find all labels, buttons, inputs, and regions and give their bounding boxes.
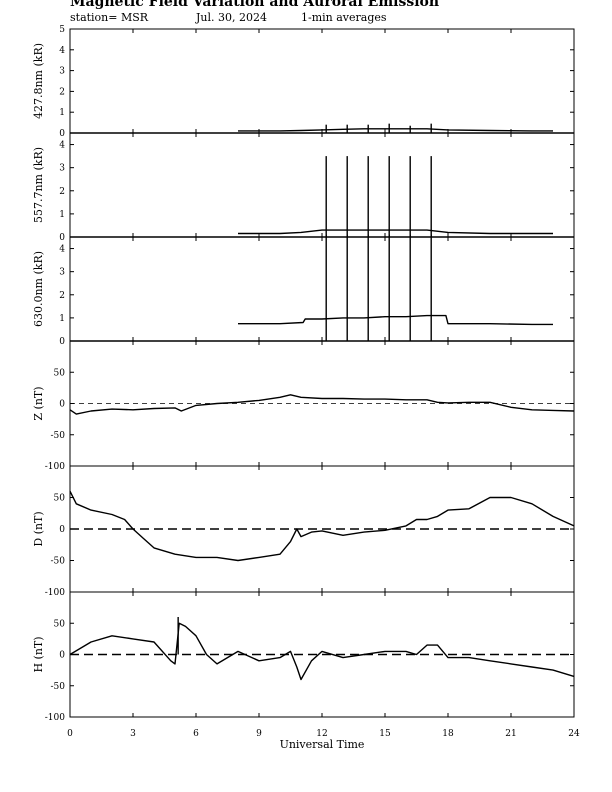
y-axis-label-z: Z (nT): [32, 386, 45, 420]
y-tick-label-427-8nm: 0: [59, 129, 65, 139]
y-tick-label-557-7nm: 1: [59, 210, 65, 220]
x-tick-label: 9: [256, 729, 262, 739]
y-axis-label-d: D (nT): [32, 511, 45, 546]
y-tick-label-z: -50: [51, 431, 66, 441]
y-axis-label-427-8nm: 427.8nm (kR): [32, 43, 45, 119]
averaging-label: 1-min averages: [301, 11, 387, 24]
y-tick-label-630-0nm: 0: [59, 337, 65, 347]
y-tick-label-h: 0: [59, 651, 65, 661]
series-line-557-7nm: [238, 229, 553, 235]
y-tick-label-427-8nm: 3: [59, 67, 65, 77]
series-line-d: [69, 490, 575, 562]
date-label: Jul. 30, 2024: [196, 11, 267, 24]
x-tick-label: 6: [193, 729, 199, 739]
station-label: station= MSR: [70, 11, 149, 24]
y-tick-label-427-8nm: 5: [59, 25, 65, 35]
x-tick-label: 12: [316, 729, 327, 739]
x-tick-label: 21: [505, 729, 516, 739]
x-axis-label: Universal Time: [280, 738, 365, 751]
chart-title: Magnetic Field Variation and Auroral Emi…: [70, 0, 440, 10]
x-tick-label: 3: [130, 729, 136, 739]
y-tick-label-427-8nm: 1: [59, 108, 65, 118]
y-tick-label-630-0nm: 2: [59, 291, 65, 301]
y-axis-label-557-7nm: 557.7nm (kR): [32, 147, 45, 223]
y-tick-label-630-0nm: 1: [59, 314, 65, 324]
y-tick-label-z: -100: [45, 462, 65, 472]
x-tick-label: 0: [67, 729, 73, 739]
y-tick-label-427-8nm: 2: [59, 87, 65, 97]
x-tick-label: 18: [442, 729, 454, 739]
y-tick-label-557-7nm: 2: [59, 187, 65, 197]
y-tick-label-d: -100: [45, 588, 65, 598]
y-axis-label-630-0nm: 630.0nm (kR): [32, 251, 45, 327]
y-tick-label-427-8nm: 4: [59, 46, 65, 56]
y-tick-label-557-7nm: 0: [59, 233, 65, 243]
x-tick-label: 15: [379, 729, 391, 739]
y-tick-label-557-7nm: 4: [59, 141, 65, 151]
series-line-427-8nm: [238, 128, 553, 132]
panel-frame-630-0nm: [69, 236, 575, 342]
series-line-630-0nm: [238, 314, 553, 326]
y-tick-label-630-0nm: 3: [59, 268, 65, 278]
panel-frame-557-7nm: [69, 132, 575, 238]
series-line-z: [69, 394, 575, 415]
y-tick-label-d: -50: [51, 557, 66, 567]
y-tick-label-557-7nm: 3: [59, 164, 65, 174]
y-axis-label-h: H (nT): [32, 636, 45, 672]
y-tick-label-d: 50: [54, 494, 66, 504]
x-tick-label: 24: [568, 729, 580, 739]
panel-frame-427-8nm: [69, 28, 575, 134]
y-tick-label-h: 50: [54, 619, 66, 629]
y-tick-label-630-0nm: 4: [59, 245, 65, 255]
series-line-h: [69, 622, 575, 681]
y-tick-label-h: -50: [51, 682, 66, 692]
y-tick-label-h: -100: [45, 713, 65, 723]
y-tick-label-d: 0: [59, 525, 65, 535]
y-tick-label-z: 0: [59, 400, 65, 410]
y-tick-label-z: 50: [54, 368, 66, 378]
